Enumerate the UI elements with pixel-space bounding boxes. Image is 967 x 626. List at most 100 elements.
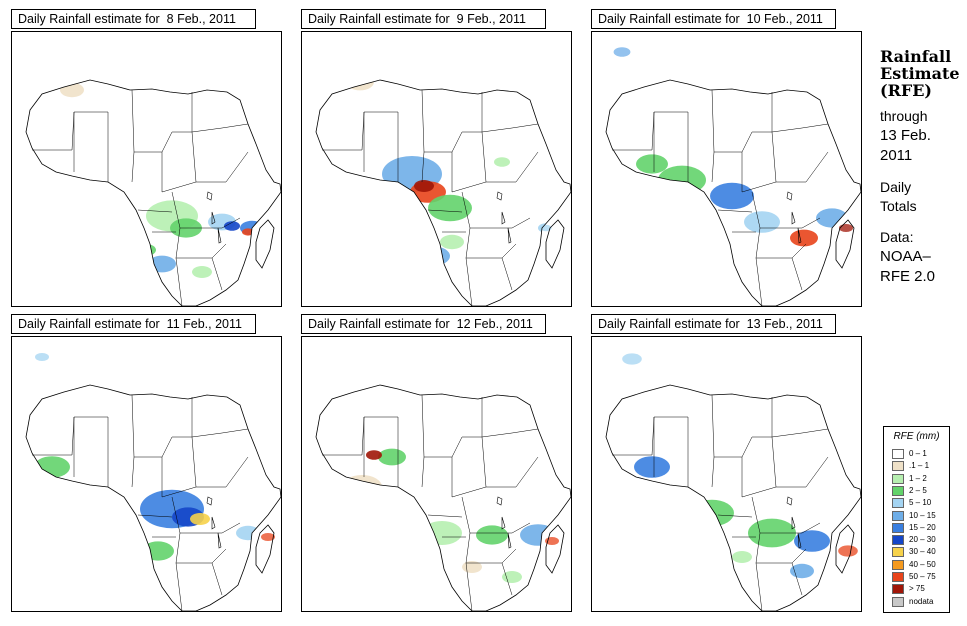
legend-swatch (892, 596, 904, 607)
lake-outline (797, 532, 802, 549)
through-label: through (880, 108, 928, 124)
ocean-rainfall-patch (839, 224, 853, 232)
country-border (755, 532, 807, 564)
country-border (131, 89, 193, 153)
country-border (771, 123, 829, 133)
legend-label: 1 – 2 (909, 473, 927, 483)
country-border (751, 496, 821, 534)
rainfall-patch (142, 541, 174, 561)
lake-outline (496, 496, 503, 506)
legend-label: .1 – 1 (909, 461, 930, 471)
country-border (175, 227, 227, 259)
heading-line-1: Rainfall (880, 47, 952, 66)
country-border (421, 89, 483, 153)
legend-item: nodata (892, 596, 946, 608)
country-border (191, 131, 249, 183)
rainfall-patch (790, 229, 818, 247)
heading-line-2: Estimate (880, 64, 960, 83)
rainfall-patch (502, 571, 522, 583)
source-line-2: RFE 2.0 (880, 268, 936, 285)
country-border (711, 394, 773, 458)
country-border (501, 257, 513, 291)
legend-item: 0 – 1 (892, 449, 946, 460)
rainfall-patch (342, 475, 382, 499)
legend-item: 1 – 2 (892, 473, 946, 485)
country-border (755, 227, 807, 259)
legend-label: 0 – 1 (909, 449, 927, 458)
totals-label: Totals (880, 198, 917, 214)
lake-outline (507, 532, 512, 549)
lake-outline (791, 211, 796, 225)
legend-label: 50 – 75 (909, 572, 936, 581)
country-border (451, 486, 487, 498)
panel-title: Daily Rainfall estimate for 13 Feb., 201… (591, 314, 836, 334)
panel-title: Daily Rainfall estimate for 12 Feb., 201… (301, 314, 546, 334)
rainfall-patch (732, 551, 752, 563)
country-border (32, 111, 108, 151)
ocean-rainfall-patch (622, 353, 642, 365)
ocean-rainfall-patch (35, 353, 49, 361)
date-line-1: 13 Feb. (880, 127, 931, 144)
country-border (161, 486, 197, 498)
lake-outline (501, 211, 506, 225)
rainfall-patch (636, 154, 668, 174)
rainfall-overlay (34, 456, 278, 561)
rainfall-patch (428, 194, 472, 222)
legend-item: 30 – 40 (892, 547, 946, 558)
ocean-rainfall-patch (613, 47, 631, 57)
country-border (131, 394, 193, 458)
country-border (465, 532, 517, 564)
lake-outline (206, 496, 213, 506)
country-border (451, 181, 487, 193)
country-border (175, 257, 183, 306)
country-border (755, 257, 763, 306)
madagascar-outline (835, 219, 855, 269)
legend-item: 15 – 20 (892, 522, 946, 534)
lake-outline (217, 227, 222, 244)
lake-outline (217, 532, 222, 549)
ocean-rainfall-patch (261, 533, 275, 541)
country-border (322, 416, 398, 456)
legend-swatch (892, 461, 904, 472)
country-border (755, 562, 763, 611)
country-border (32, 416, 108, 456)
country-border (717, 209, 753, 213)
map-panel-12-feb: Daily Rainfall estimate for 12 Feb., 201… (301, 314, 572, 612)
country-border (427, 209, 463, 213)
rainfall-map (11, 336, 282, 612)
legend-item: 2 – 5 (892, 485, 946, 497)
rainfall-patch (658, 165, 706, 195)
country-border (322, 111, 398, 151)
rainfall-map (591, 336, 862, 612)
country-border (191, 436, 249, 488)
map-panel-8-feb: Daily Rainfall estimate for 8 Feb., 2011 (11, 9, 282, 307)
madagascar-outline (255, 219, 275, 269)
country-border (171, 191, 241, 229)
rainfall-patch (690, 499, 734, 527)
country-border (481, 123, 539, 133)
heading-line-3: (RFE) (880, 81, 932, 100)
legend-label: 15 – 20 (909, 522, 936, 532)
map-panel-9-feb: Daily Rainfall estimate for 9 Feb., 2011 (301, 9, 572, 307)
date-line-2: 2011 (880, 147, 913, 164)
rainfall-map (591, 31, 862, 307)
country-border (481, 436, 539, 488)
country-border (717, 514, 753, 518)
lake-outline (501, 516, 506, 530)
country-border (741, 181, 777, 193)
country-border (421, 456, 425, 488)
country-border (171, 496, 241, 534)
country-border (427, 514, 463, 518)
legend-swatch (892, 498, 904, 509)
lake-outline (206, 191, 213, 201)
panel-title: Daily Rainfall estimate for 11 Feb., 201… (11, 314, 256, 334)
map-panel-13-feb: Daily Rainfall estimate for 13 Feb., 201… (591, 314, 862, 612)
legend-item: .1 – 1 (892, 461, 946, 472)
country-border (711, 89, 773, 153)
country-border (465, 562, 473, 611)
lake-outline (791, 516, 796, 530)
country-border (771, 428, 829, 438)
legend-label: 30 – 40 (909, 547, 936, 557)
legend-swatch (892, 449, 904, 459)
ocean-rainfall-patch (838, 545, 858, 557)
